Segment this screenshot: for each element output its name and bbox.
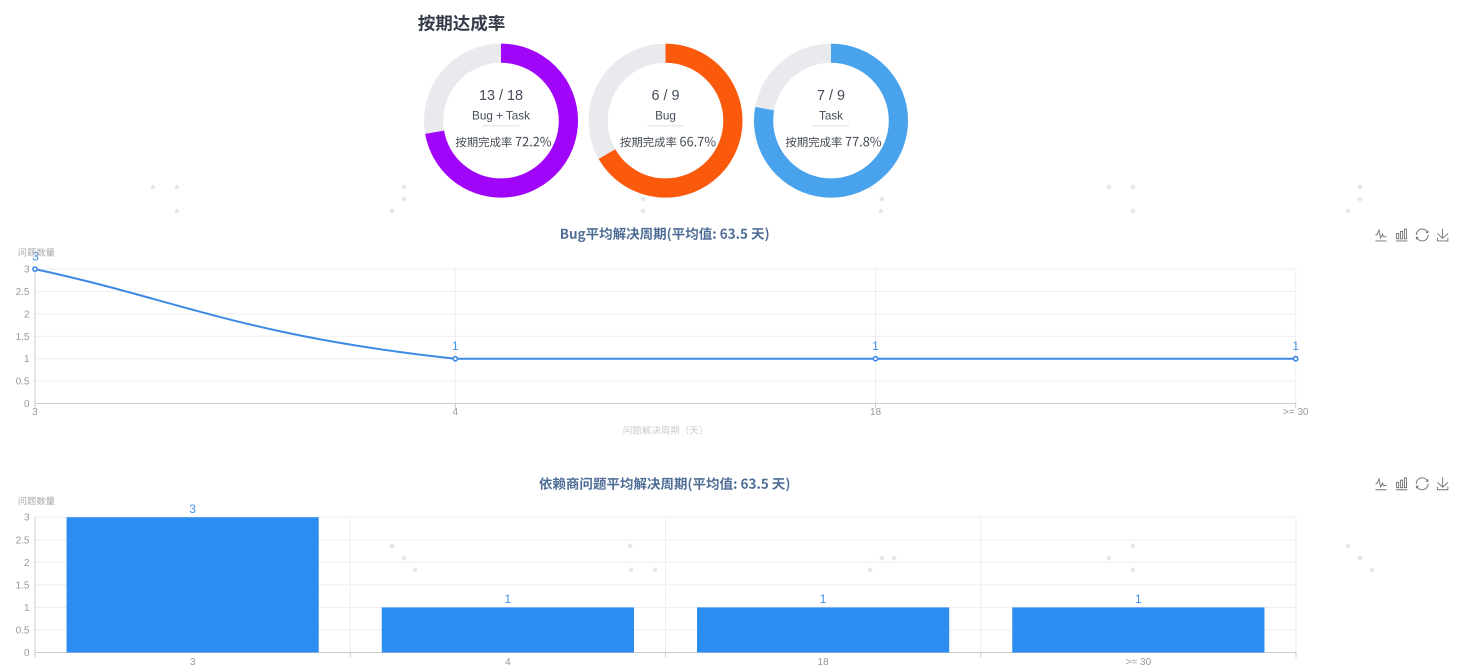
svg-text:3: 3	[24, 513, 30, 524]
svg-text:1.5: 1.5	[16, 580, 30, 591]
svg-text:4: 4	[453, 407, 459, 418]
svg-text:1: 1	[505, 592, 512, 606]
svg-text:0.5: 0.5	[16, 377, 30, 388]
svg-text:7 / 9: 7 / 9	[817, 88, 845, 104]
svg-text:3: 3	[24, 265, 30, 276]
svg-text:2.5: 2.5	[16, 287, 30, 298]
svg-text:3: 3	[189, 502, 196, 516]
svg-text:2: 2	[24, 558, 30, 569]
svg-text:0: 0	[24, 648, 30, 659]
svg-text:0.5: 0.5	[16, 625, 30, 636]
svg-text:1: 1	[872, 339, 879, 353]
svg-text:3: 3	[32, 407, 38, 418]
svg-text:18: 18	[870, 407, 882, 418]
svg-text:1.5: 1.5	[16, 332, 30, 343]
svg-text:1: 1	[452, 339, 459, 353]
svg-text:Task: Task	[819, 110, 843, 123]
svg-text:1: 1	[24, 354, 30, 365]
svg-text:>= 30: >= 30	[1126, 657, 1152, 668]
svg-text:Bug + Task: Bug + Task	[472, 110, 530, 123]
svg-text:1: 1	[1135, 592, 1142, 606]
svg-text:0: 0	[24, 399, 30, 410]
svg-text:1: 1	[1292, 339, 1299, 353]
svg-text:Bug: Bug	[655, 110, 676, 123]
svg-text:4: 4	[505, 657, 511, 668]
svg-text:1: 1	[24, 603, 30, 614]
svg-text:>= 30: >= 30	[1283, 407, 1309, 418]
svg-text:1: 1	[820, 592, 827, 606]
svg-text:2.5: 2.5	[16, 535, 30, 546]
svg-text:3: 3	[32, 250, 39, 264]
svg-text:13 / 18: 13 / 18	[479, 88, 523, 104]
svg-text:18: 18	[818, 657, 830, 668]
svg-text:6 / 9: 6 / 9	[651, 88, 679, 104]
svg-text:2: 2	[24, 309, 30, 320]
svg-text:3: 3	[190, 657, 196, 668]
